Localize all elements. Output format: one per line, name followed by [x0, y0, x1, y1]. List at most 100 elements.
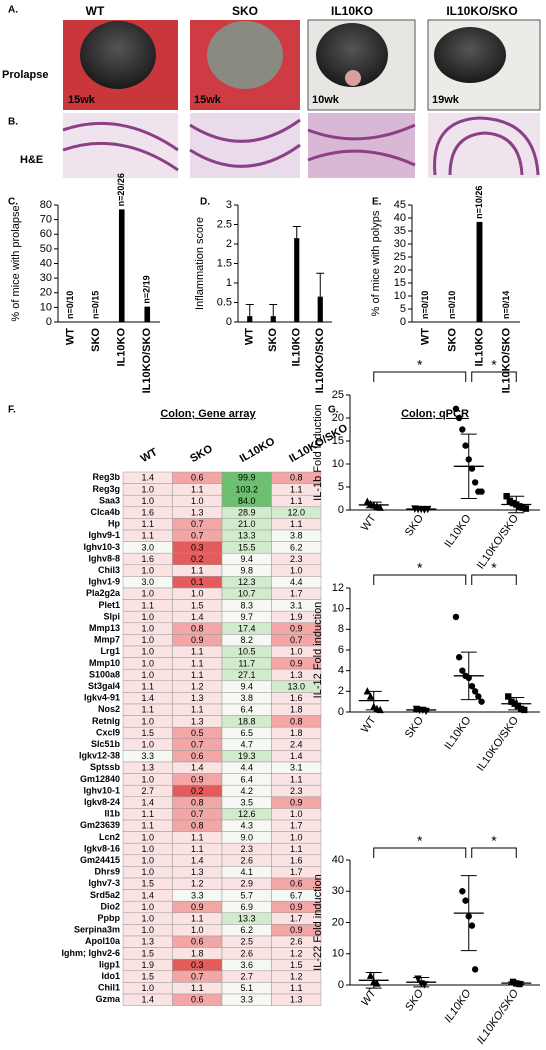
age-label: 19wk: [432, 94, 460, 106]
gene-label: Ighv10-1: [83, 785, 120, 795]
gene-label: Nos2: [98, 704, 120, 714]
cell-value: 1.1: [141, 821, 154, 831]
x-tick-label: IL10KO: [116, 328, 128, 367]
gene-label: Ighv10-3: [83, 542, 120, 552]
point: [478, 698, 485, 705]
cell-value: 1.0: [141, 623, 154, 633]
y-tick-label: 0: [226, 316, 232, 328]
x-tick-label: WT: [244, 328, 256, 345]
cell-value: 1.1: [141, 531, 154, 541]
cell-value: 0.9: [191, 774, 204, 784]
sd-bar: [413, 508, 430, 511]
cell-value: 2.9: [240, 879, 253, 889]
panel-label: A.: [8, 5, 18, 16]
cell-value: 1.1: [290, 484, 303, 494]
gene-label: Igkv12-38: [79, 751, 120, 761]
gene-label: Igkv4-91: [84, 693, 120, 703]
gene-label: Srd5a2: [90, 890, 120, 900]
cell-value: 1.0: [141, 670, 154, 680]
bar: [317, 296, 323, 322]
y-tick-label: 20: [332, 412, 344, 424]
gene-label: Pla2g2a: [86, 588, 121, 598]
cell-value: 1.5: [191, 600, 204, 610]
cell-value: 1.1: [141, 600, 154, 610]
y-tick-label: 1: [226, 277, 232, 289]
cell-value: 1.5: [141, 728, 154, 738]
gene-label: Gm12840: [80, 774, 120, 784]
y-axis-label: IL-1b Fold induction: [312, 404, 324, 501]
significance-label: *: [491, 833, 497, 849]
y-tick-label: 10: [332, 458, 344, 470]
cell-value: 1.4: [191, 855, 204, 865]
x-tick-label: SKO: [403, 987, 426, 1013]
gene-label: Reg3g: [92, 484, 120, 494]
y-tick-label: 2: [226, 238, 232, 250]
row-label: Prolapse: [2, 69, 48, 81]
cell-value: 1.0: [141, 832, 154, 842]
gene-label: Iigp1: [99, 959, 120, 969]
cell-value: 1.5: [141, 971, 154, 981]
cell-value: 4.1: [240, 867, 253, 877]
cell-value: 12.0: [287, 507, 305, 517]
x-tick-label: IL10KO/SKO: [475, 714, 522, 773]
panel-label: E.: [372, 197, 382, 208]
gene-label: Ighv7-3: [88, 878, 120, 888]
significance-bracket: [373, 574, 467, 585]
sd-bar: [365, 972, 382, 989]
cell-value: 0.6: [290, 879, 303, 889]
significance-bracket: [373, 371, 467, 382]
cell-value: 1.7: [290, 867, 303, 877]
tissue: [307, 123, 416, 167]
x-tick-label: IL10KO/SKO: [314, 328, 326, 394]
cell-value: 1.0: [141, 484, 154, 494]
y-tick-label: 0: [338, 706, 344, 718]
cell-value: 3.1: [290, 763, 303, 773]
cell-value: 8.2: [240, 635, 253, 645]
gene-label: Ighm; Ighv2-6: [61, 948, 120, 958]
cell-value: 1.0: [191, 589, 204, 599]
column-header: IL10KO: [238, 435, 278, 465]
sd-bar: [460, 875, 477, 952]
cell-value: 1.0: [141, 739, 154, 749]
y-tick-label: 10: [332, 948, 344, 960]
photo-subject: [345, 70, 361, 86]
cell-value: 28.9: [238, 507, 256, 517]
x-tick-label: SKO: [403, 714, 426, 740]
cell-value: 1.8: [290, 705, 303, 715]
heatmap-cell: [271, 993, 322, 1006]
x-tick-label: IL10KO: [442, 714, 473, 752]
gene-label: S100a8: [89, 669, 120, 679]
significance-label: *: [491, 560, 497, 576]
cell-value: 1.0: [141, 902, 154, 912]
cell-value: 0.7: [191, 809, 204, 819]
y-tick-label: 0: [338, 504, 344, 516]
x-tick-label: IL10KO/SKO: [500, 328, 512, 394]
y-tick-label: 25: [394, 251, 406, 263]
cell-value: 5.7: [240, 890, 253, 900]
gene-label: Ppbp: [98, 913, 121, 923]
point: [373, 979, 381, 987]
y-tick-label: 25: [332, 389, 344, 401]
y-tick-label: 0: [400, 316, 406, 328]
cell-value: 0.9: [290, 902, 303, 912]
x-tick-label: WT: [65, 328, 77, 345]
x-tick-label: SKO: [267, 328, 279, 352]
cell-value: 27.1: [238, 670, 256, 680]
cell-value: 1.0: [290, 565, 303, 575]
panel-label: F.: [8, 405, 16, 416]
y-axis-label: IL-12 Fold induction: [312, 602, 324, 699]
age-label: 15wk: [194, 94, 222, 106]
cell-value: 1.6: [141, 507, 154, 517]
cell-value: 21.0: [238, 519, 256, 529]
cell-value: 1.9: [290, 612, 303, 622]
panel-label: G.: [328, 405, 339, 416]
cell-value: 6.5: [240, 728, 253, 738]
cell-value: 1.0: [290, 809, 303, 819]
y-tick-label: 30: [40, 272, 52, 284]
sd-bar: [460, 433, 477, 499]
photo-subject: [316, 23, 388, 87]
panel-label: D.: [200, 197, 210, 208]
y-tick-label: 2.5: [217, 218, 232, 230]
cell-value: 1.0: [141, 925, 154, 935]
